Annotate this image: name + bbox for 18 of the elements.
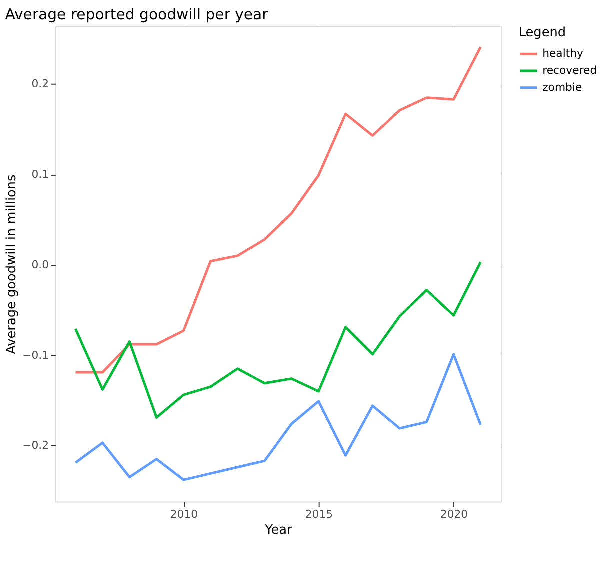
x-tick-label: 2020 [440,508,468,522]
legend-title: Legend [518,25,566,40]
y-tick-label: 0.2 [32,78,50,91]
x-tick-label: 2015 [305,508,334,522]
chart-title: Average reported goodwill per year [5,6,270,24]
y-axis-title: Average goodwill in millions [4,174,20,354]
y-tick-label: 0.1 [32,168,50,182]
y-tick-label: −0.2 [22,439,50,452]
legend-label: zombie [542,80,582,94]
y-tick-label: −0.1 [22,348,50,362]
line-series [74,46,482,374]
line-series [74,261,482,419]
x-axis-title: Year [264,522,294,538]
legend-label: recovered [542,64,598,77]
line-series [74,353,482,482]
legend-label: healthy [542,47,584,60]
x-tick-label: 2010 [170,508,198,522]
y-tick-label: 0.0 [32,258,50,272]
